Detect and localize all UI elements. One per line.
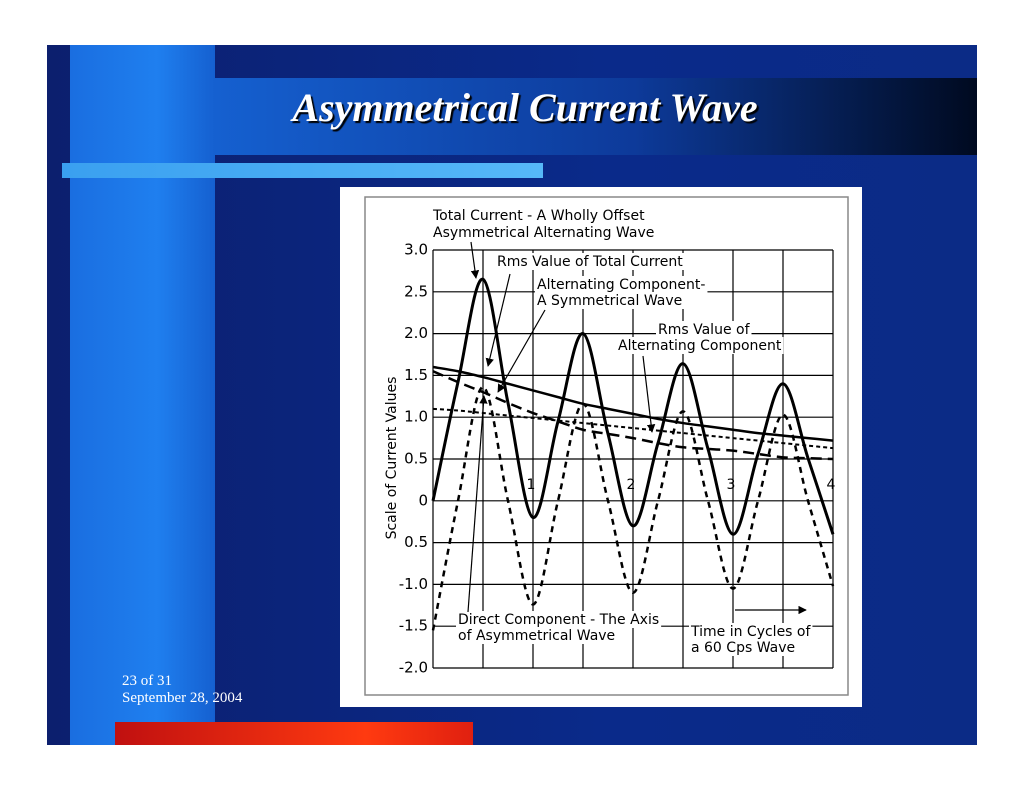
annotation-bg (495, 253, 685, 270)
left-column (70, 45, 215, 745)
annotation-bg (689, 623, 813, 640)
x-tick-label: 2 (627, 477, 636, 493)
annotation-bg (456, 611, 662, 628)
y-tick-label: -1.5 (399, 617, 428, 635)
annotation: Alternating Component- (537, 277, 705, 293)
y-tick-label: -2.0 (399, 659, 428, 677)
annotation-arrow (642, 355, 656, 433)
annotation: Total Current - A Wholly Offset (432, 208, 645, 224)
y-tick-label: 0.5 (404, 533, 428, 551)
series-line (431, 277, 835, 536)
y-axis-label: Scale of Current Values (384, 377, 400, 540)
annotation-bg (656, 321, 752, 338)
red-bar (115, 722, 473, 745)
y-tick-label: 1.5 (404, 366, 428, 384)
annotation-bg (431, 224, 657, 241)
y-tick-label: 0.5 (404, 450, 428, 468)
y-tick-label: -1.0 (399, 575, 428, 593)
annotation-bg (535, 276, 708, 293)
annotation: Asymmetrical Alternating Wave (433, 225, 654, 241)
y-tick-label: 2.0 (404, 324, 428, 342)
annotation-bg (431, 207, 647, 224)
annotation-bg (689, 639, 798, 656)
series-line (431, 385, 835, 631)
annotation-bg (535, 292, 685, 309)
accent-bar (62, 163, 543, 178)
annotation: Rms Value of (658, 322, 751, 338)
annotation-bg (456, 627, 618, 644)
chart-frame (364, 196, 849, 696)
y-tick-label: 3.0 (404, 241, 428, 259)
annotation: Rms Value of Total Current (497, 254, 683, 270)
annotation: Direct Component - The Axis (458, 612, 659, 628)
annotation: of Asymmetrical Wave (458, 628, 615, 644)
x-axis-label: a 60 Cps Wave (691, 640, 795, 656)
page-number: 23 of 31 (122, 673, 172, 689)
slide-title: Asymmetrical Current Wave (292, 85, 758, 130)
annotation-arrow (485, 273, 511, 367)
x-tick-label: 1 (527, 477, 536, 493)
y-tick-label: 0 (418, 491, 428, 509)
x-axis-label: Time in Cycles of (690, 624, 811, 640)
annotation-arrow (497, 309, 546, 393)
annotation-bg (616, 337, 784, 354)
series-line (432, 370, 834, 461)
x-tick-label: 4 (827, 477, 836, 493)
annotation: A Symmetrical Wave (537, 293, 682, 309)
x-tick-label: 3 (727, 477, 736, 493)
series-line (432, 365, 834, 442)
title-band (215, 78, 977, 155)
annotation-arrow (470, 241, 480, 279)
y-tick-label: 1.0 (404, 408, 428, 426)
date: September 28, 2004 (122, 690, 243, 706)
y-tick-label: 2.5 (404, 282, 428, 300)
annotation-arrow (467, 395, 488, 613)
annotation: Alternating Component (618, 338, 782, 354)
